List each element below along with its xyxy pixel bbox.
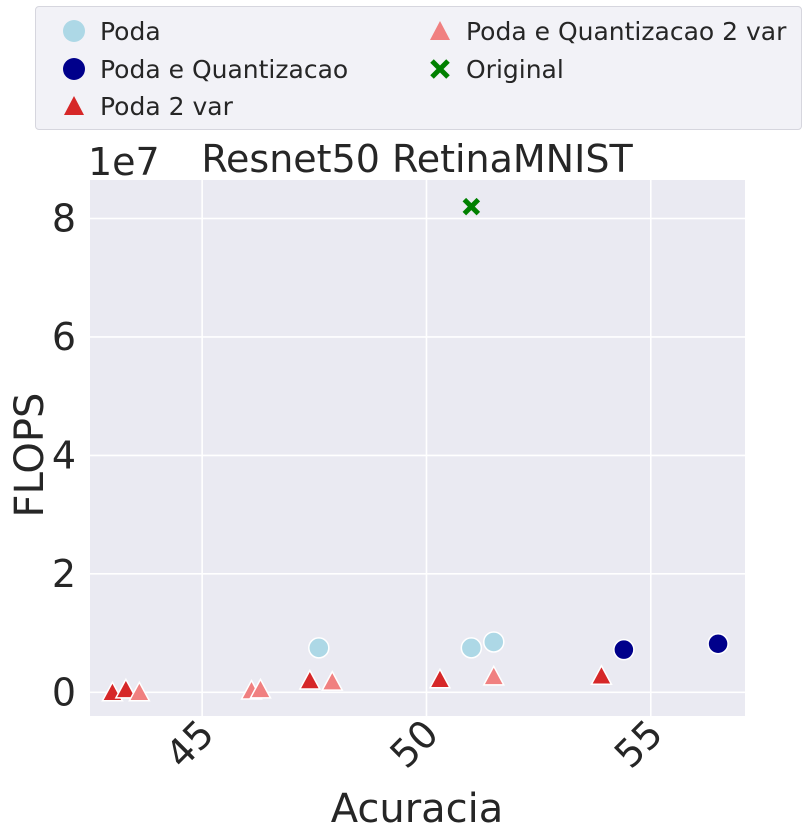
x-axis-label: Acuracia (331, 786, 504, 832)
point-poda (308, 637, 330, 659)
y-axis-label: FLOPS (7, 393, 53, 518)
point-poda-2-var (590, 664, 613, 685)
chart-title: Resnet50 RetinaMNIST (201, 137, 633, 181)
legend: Poda Poda e Quantizacao Poda 2 var Poda … (35, 6, 802, 130)
y-tick-label: 0 (52, 670, 76, 714)
data-points (101, 197, 729, 702)
triangle-marker-icon (64, 96, 84, 115)
legend-label: Poda e Quantizacao 2 var (466, 16, 787, 46)
point-poda-e-quantizacao-2-var (321, 670, 344, 691)
x-axis-ticks: 45 50 55 (157, 711, 671, 776)
point-poda-2-var (114, 677, 138, 699)
y-tick-label: 6 (52, 315, 76, 359)
circle-marker-icon (63, 20, 85, 42)
point-poda-e-quantizacao (613, 638, 635, 661)
point-poda-e-quantizacao-2-var (249, 677, 272, 699)
point-poda (460, 637, 483, 659)
legend-item-original: Original (428, 51, 564, 87)
x-tick-label: 55 (606, 711, 671, 776)
y-tick-label: 2 (52, 552, 76, 596)
y-tick-label: 8 (52, 196, 76, 240)
y-axis-scale-label: 1e7 (88, 140, 160, 184)
plot-area (90, 180, 745, 716)
x-tick-label: 45 (157, 711, 222, 776)
legend-item-poda-e-quantizacao: Poda e Quantizacao (62, 51, 348, 87)
legend-label: Poda e Quantizacao (100, 54, 349, 84)
x-tick-label: 50 (382, 711, 447, 776)
point-poda-e-quantizacao-2-var (128, 680, 151, 702)
triangle-marker-icon (430, 21, 450, 40)
legend-label: Original (466, 54, 564, 84)
y-tick-label: 4 (52, 433, 76, 477)
y-axis-ticks: 0 2 4 6 8 (52, 196, 76, 714)
circle-marker-icon (63, 58, 85, 80)
legend-item-poda: Poda (62, 13, 161, 49)
grid-lines (90, 180, 745, 716)
point-poda-2-var (298, 668, 322, 690)
x-marker-icon (430, 59, 450, 79)
point-poda-e-quantizacao-2-var (482, 664, 506, 686)
legend-item-poda-2-var: Poda 2 var (62, 88, 233, 124)
legend-item-poda-e-quantizacao-2-var: Poda e Quantizacao 2 var (428, 13, 786, 49)
point-poda-2-var (428, 667, 452, 689)
point-original (462, 197, 481, 216)
point-poda-e-quantizacao (707, 632, 729, 655)
legend-label: Poda (100, 16, 161, 46)
point-poda (483, 631, 505, 653)
legend-label: Poda 2 var (100, 91, 233, 121)
